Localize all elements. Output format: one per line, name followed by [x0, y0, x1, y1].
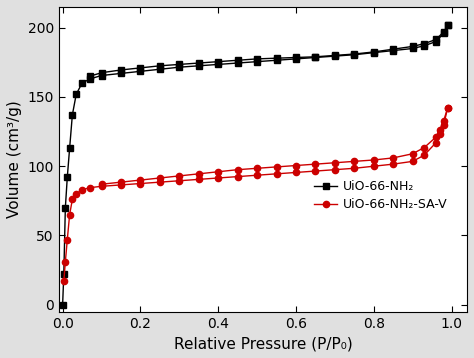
UiO-66-NH₂-SA-V	[371, 164, 376, 168]
Legend: UiO-66-NH₂, UiO-66-NH₂-SA-V: UiO-66-NH₂, UiO-66-NH₂-SA-V	[309, 175, 453, 216]
UiO-66-NH₂-SA-V	[390, 162, 396, 166]
UiO-66-NH₂	[118, 71, 124, 76]
UiO-66-NH₂-SA-V	[332, 168, 337, 172]
UiO-66-NH₂	[70, 113, 75, 117]
UiO-66-NH₂	[137, 69, 143, 73]
UiO-66-NH₂	[60, 303, 65, 307]
UiO-66-NH₂	[254, 59, 260, 64]
UiO-66-NH₂	[157, 67, 163, 71]
UiO-66-NH₂	[79, 81, 85, 85]
UiO-66-NH₂-SA-V	[254, 173, 260, 177]
UiO-66-NH₂-SA-V	[312, 169, 318, 173]
UiO-66-NH₂	[61, 272, 67, 276]
UiO-66-NH₂-SA-V	[293, 170, 299, 175]
UiO-66-NH₂-SA-V	[445, 106, 450, 110]
UiO-66-NH₂-SA-V	[87, 185, 93, 190]
UiO-66-NH₂	[273, 58, 279, 62]
UiO-66-NH₂-SA-V	[215, 176, 221, 180]
UiO-66-NH₂	[445, 23, 450, 27]
UiO-66-NH₂	[312, 55, 318, 60]
UiO-66-NH₂-SA-V	[63, 260, 68, 264]
UiO-66-NH₂	[67, 146, 73, 150]
UiO-66-NH₂	[421, 44, 427, 48]
UiO-66-NH₂-SA-V	[70, 197, 75, 202]
UiO-66-NH₂-SA-V	[235, 174, 240, 179]
UiO-66-NH₂-SA-V	[196, 177, 201, 182]
UiO-66-NH₂-SA-V	[64, 237, 70, 242]
UiO-66-NH₂	[87, 77, 93, 81]
UiO-66-NH₂	[332, 54, 337, 58]
UiO-66-NH₂	[410, 46, 415, 50]
UiO-66-NH₂-SA-V	[351, 166, 357, 170]
X-axis label: Relative Pressure (P/P₀): Relative Pressure (P/P₀)	[173, 336, 352, 351]
UiO-66-NH₂-SA-V	[273, 172, 279, 176]
UiO-66-NH₂	[371, 50, 376, 55]
UiO-66-NH₂	[441, 31, 447, 35]
UiO-66-NH₂-SA-V	[79, 188, 85, 192]
UiO-66-NH₂-SA-V	[118, 183, 124, 187]
UiO-66-NH₂-SA-V	[441, 122, 447, 127]
UiO-66-NH₂	[235, 61, 240, 65]
UiO-66-NH₂	[293, 57, 299, 61]
Line: UiO-66-NH₂: UiO-66-NH₂	[60, 22, 451, 308]
Y-axis label: Volume (cm³/g): Volume (cm³/g)	[7, 100, 22, 218]
UiO-66-NH₂-SA-V	[157, 180, 163, 184]
UiO-66-NH₂-SA-V	[433, 141, 439, 145]
UiO-66-NH₂-SA-V	[61, 279, 67, 283]
UiO-66-NH₂	[433, 39, 439, 44]
UiO-66-NH₂-SA-V	[73, 192, 79, 196]
UiO-66-NH₂-SA-V	[437, 132, 443, 136]
UiO-66-NH₂	[215, 62, 221, 67]
UiO-66-NH₂-SA-V	[137, 182, 143, 186]
UiO-66-NH₂	[63, 205, 68, 210]
UiO-66-NH₂	[99, 73, 104, 78]
Line: UiO-66-NH₂-SA-V: UiO-66-NH₂-SA-V	[61, 105, 451, 284]
UiO-66-NH₂	[64, 175, 70, 179]
UiO-66-NH₂-SA-V	[410, 159, 415, 164]
UiO-66-NH₂	[196, 64, 201, 68]
UiO-66-NH₂-SA-V	[67, 213, 73, 217]
UiO-66-NH₂-SA-V	[176, 179, 182, 183]
UiO-66-NH₂	[73, 92, 79, 96]
UiO-66-NH₂	[390, 48, 396, 53]
UiO-66-NH₂	[351, 53, 357, 57]
UiO-66-NH₂-SA-V	[99, 184, 104, 188]
UiO-66-NH₂-SA-V	[421, 153, 427, 157]
UiO-66-NH₂	[176, 65, 182, 69]
